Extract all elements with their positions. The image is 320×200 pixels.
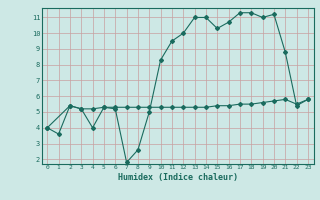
X-axis label: Humidex (Indice chaleur): Humidex (Indice chaleur)	[118, 173, 237, 182]
